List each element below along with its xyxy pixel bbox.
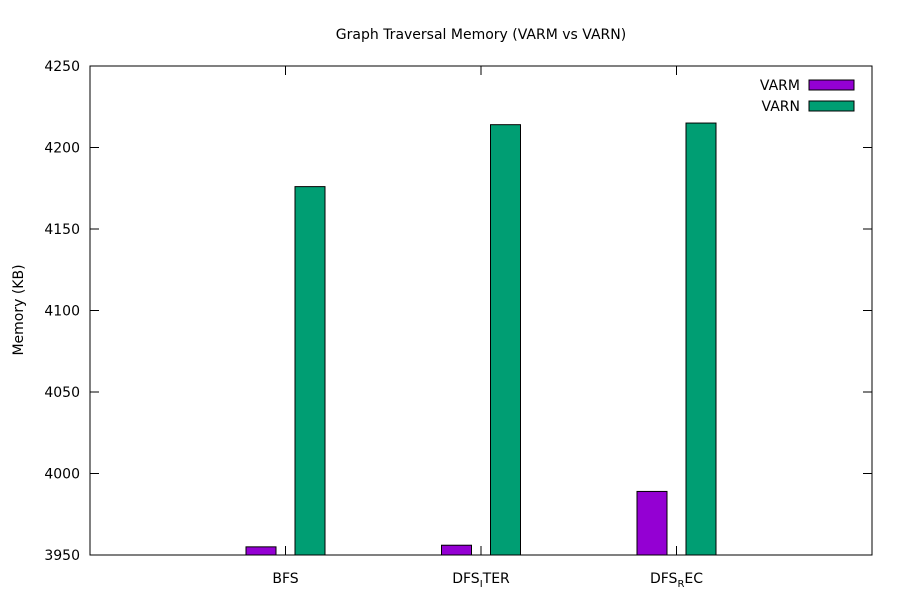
- x-axis-ticks: BFS DFSITER DFSREC: [272, 66, 703, 590]
- y-tick-label: 4100: [44, 304, 80, 320]
- x-tick-label: DFSREC: [650, 571, 703, 590]
- y-tick-label: 3950: [44, 548, 80, 564]
- chart-title: Graph Traversal Memory (VARM vs VARN): [336, 27, 626, 43]
- bar-varm-0: [245, 546, 277, 556]
- x-tick-label: BFS: [272, 571, 298, 587]
- y-axis-label: Memory (KB): [11, 264, 27, 355]
- x-tick-label-base: BFS: [272, 571, 298, 587]
- plot-frame: [89, 65, 873, 556]
- x-tick-label-rest: EC: [684, 571, 703, 587]
- y-tick-label: 4000: [44, 467, 80, 483]
- x-tick-label-sub: R: [677, 579, 684, 590]
- legend-swatch-varn: [808, 100, 855, 112]
- legend-swatch-varm: [808, 79, 855, 91]
- bar-varm-1: [441, 544, 472, 556]
- bar-varn-1: [490, 124, 521, 556]
- y-tick-label: 4050: [44, 385, 80, 401]
- bars: [245, 122, 717, 556]
- y-tick-label: 4250: [44, 59, 80, 75]
- x-tick-label-base: DFS: [452, 571, 480, 587]
- y-tick-label: 4150: [44, 222, 80, 238]
- y-axis-ticks: 3950 4000 4050 4100 4150 4200 4250: [44, 59, 872, 564]
- y-tick-label: 4200: [44, 141, 80, 157]
- x-tick-label: DFSITER: [452, 571, 510, 590]
- x-tick-label-sub: I: [480, 579, 483, 590]
- bar-varm-2: [636, 490, 668, 556]
- bar-varn-0: [294, 186, 326, 556]
- bar-varn-2: [685, 122, 717, 556]
- x-tick-label-rest: TER: [482, 571, 510, 587]
- legend: VARM VARN: [760, 78, 855, 115]
- x-tick-label-base: DFS: [650, 571, 678, 587]
- legend-label: VARM: [760, 78, 800, 94]
- legend-label: VARN: [762, 99, 800, 115]
